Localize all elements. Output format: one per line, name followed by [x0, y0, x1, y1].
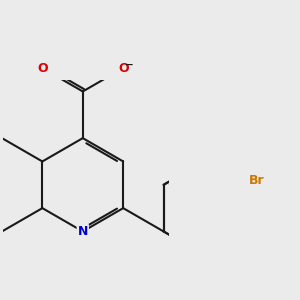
Text: O: O	[118, 61, 128, 75]
Text: Br: Br	[249, 174, 264, 187]
Text: N: N	[78, 225, 88, 238]
Text: −: −	[125, 59, 134, 70]
Text: O: O	[37, 61, 48, 75]
